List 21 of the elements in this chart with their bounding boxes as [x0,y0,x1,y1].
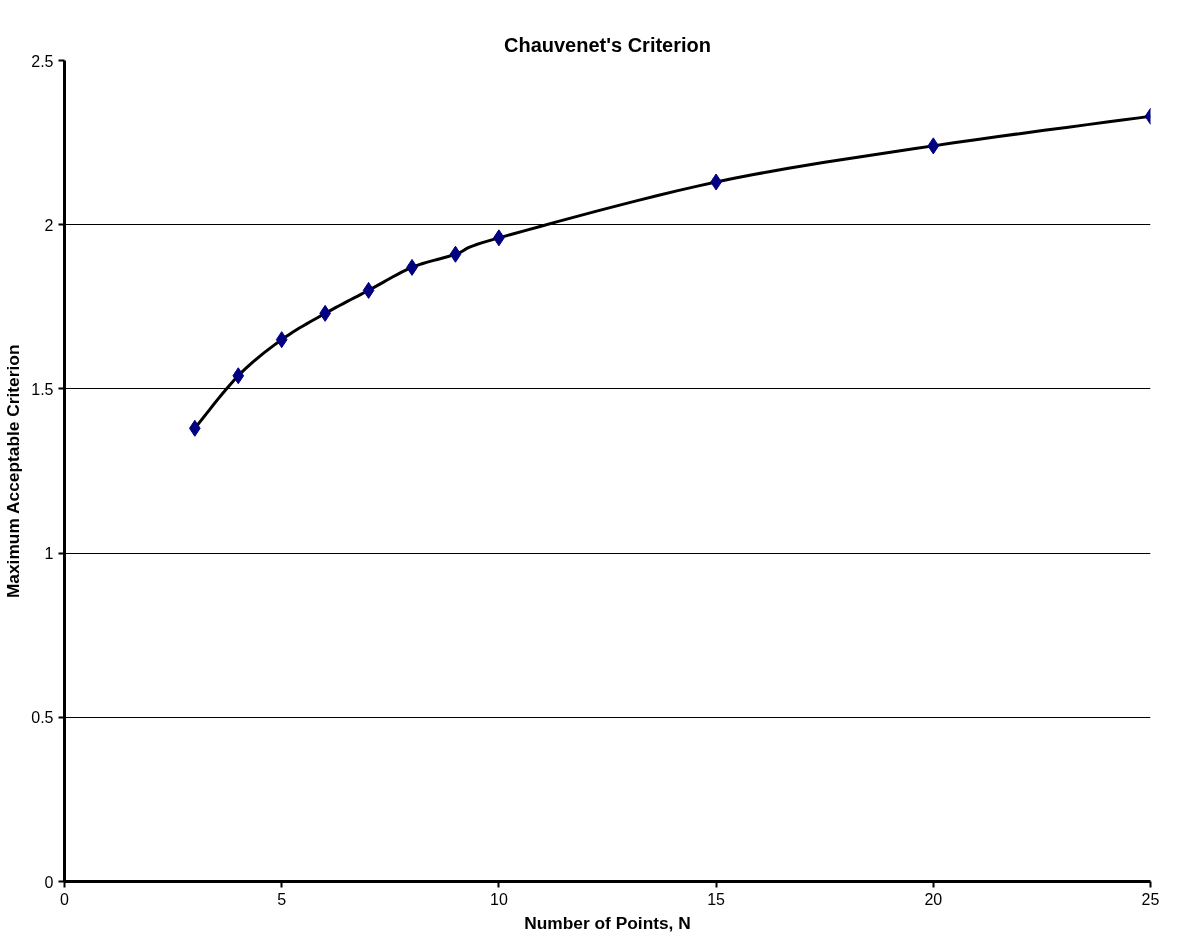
y-tick-label: 0.5 [31,709,54,727]
y-tick-label: 0 [44,873,54,891]
x-tick-label: 15 [707,890,726,908]
x-tick-label: 20 [924,890,943,908]
y-tick-label: 1 [44,545,54,563]
point [275,331,288,349]
point [188,419,201,437]
y-axis-title: Maximum Acceptable Criterion [3,344,24,599]
y-tick-label: 2 [44,216,54,234]
point [449,245,462,263]
x-tick-label: 25 [1141,890,1160,908]
x-tick-label: 10 [490,890,508,908]
x-axis-title: Number of Points, N [524,912,691,933]
point [362,281,375,299]
x-tick-label: 0 [60,890,70,908]
point [232,367,245,385]
y-tick-label: 2.5 [31,52,54,70]
y-tick-label: 1.5 [31,380,54,398]
point [927,137,940,155]
chart-title: Chauvenet's Criterion [503,33,712,56]
x-tick-label: 5 [277,890,287,908]
